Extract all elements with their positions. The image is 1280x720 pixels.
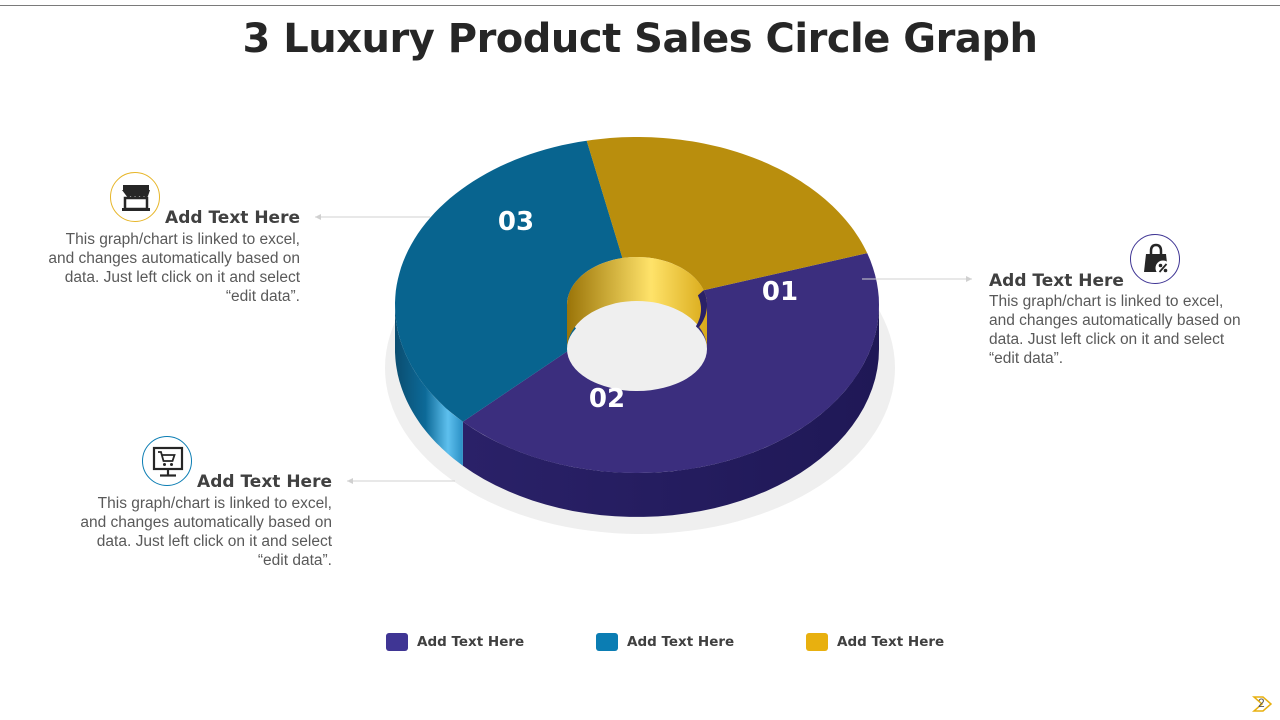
donut-inner-wall — [567, 257, 707, 349]
legend-label-03: Add Text Here — [837, 634, 945, 650]
segment-03-label: 03 — [498, 207, 534, 237]
segment-02-side — [395, 305, 463, 466]
legend-label-01: Add Text Here — [417, 634, 525, 650]
connector-01-arrow — [966, 276, 972, 282]
connector-03-arrow — [315, 214, 321, 220]
connector-02-arrow — [347, 478, 353, 484]
page-number-label: 2 — [1258, 696, 1265, 710]
shop-storefront-icon — [110, 172, 160, 222]
donut-hole — [567, 307, 707, 391]
top-divider — [0, 5, 1280, 6]
segment-02 — [395, 140, 623, 422]
callout-02-title: Add Text Here — [197, 472, 332, 492]
legend-label-02: Add Text Here — [627, 634, 735, 650]
page-number: 2 — [1252, 693, 1278, 715]
monitor-cart-icon — [142, 436, 192, 486]
callout-01-title: Add Text Here — [989, 271, 1124, 291]
segment-01-label: 01 — [762, 277, 798, 307]
legend-swatch-01 — [386, 633, 408, 651]
callout-03-body: This graph/chart is linked to excel, and … — [48, 231, 300, 305]
page-title: 3 Luxury Product Sales Circle Graph — [242, 16, 1038, 62]
callout-02-body: This graph/chart is linked to excel, and … — [80, 495, 332, 569]
segment-03 — [586, 137, 868, 291]
segment-01-side — [462, 305, 879, 517]
callout-03-title: Add Text Here — [165, 208, 300, 228]
segment-02-label: 02 — [589, 384, 625, 414]
legend-swatch-02 — [596, 633, 618, 651]
callout-01-body: This graph/chart is linked to excel, and … — [989, 293, 1241, 367]
donut-inner-wall-purple — [692, 290, 707, 331]
legend-swatch-03 — [806, 633, 828, 651]
shopping-bag-percent-icon — [1130, 234, 1180, 284]
